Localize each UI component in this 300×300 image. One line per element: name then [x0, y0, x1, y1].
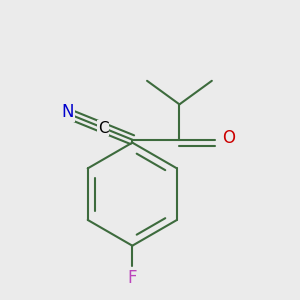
Text: F: F — [128, 269, 137, 287]
Text: C: C — [98, 121, 108, 136]
Text: N: N — [61, 103, 74, 121]
Text: O: O — [222, 129, 235, 147]
